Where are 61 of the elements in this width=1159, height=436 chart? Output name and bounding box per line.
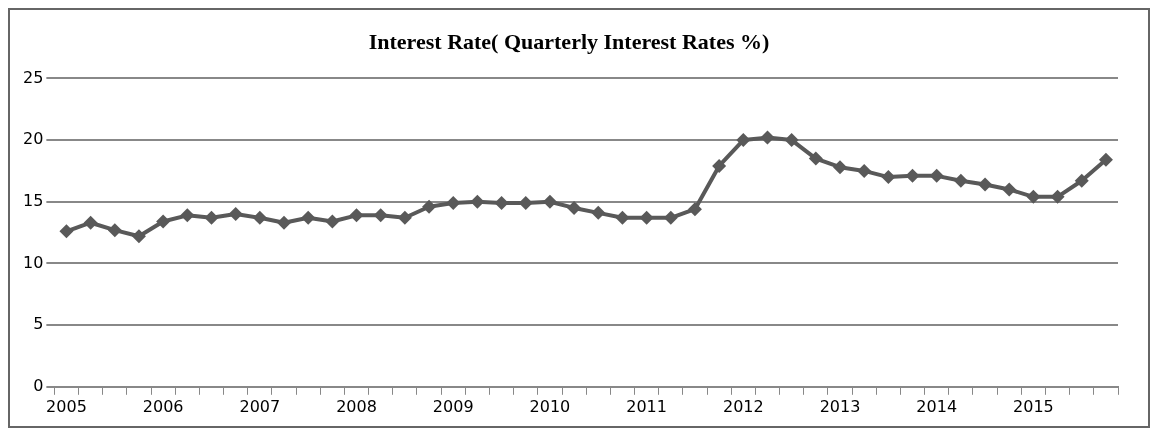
point	[1026, 189, 1041, 204]
point	[1002, 182, 1017, 197]
point	[397, 210, 412, 225]
point	[349, 208, 364, 223]
point	[107, 223, 122, 238]
point	[83, 215, 98, 230]
point	[615, 210, 630, 225]
point	[204, 210, 219, 225]
point	[301, 210, 316, 225]
point	[252, 210, 267, 225]
x-tick-label: 2008	[336, 396, 377, 416]
point	[591, 205, 606, 220]
y-tick-label: 25	[23, 67, 44, 87]
point	[542, 194, 557, 209]
x-tick-label: 2011	[626, 396, 667, 416]
point	[663, 210, 678, 225]
point	[567, 200, 582, 215]
point	[978, 177, 993, 192]
point	[639, 210, 654, 225]
x-tick-label: 2006	[142, 396, 184, 416]
x-tick-label: 2007	[239, 396, 281, 416]
y-tick-label: 5	[33, 314, 44, 334]
point	[422, 199, 437, 214]
point	[953, 173, 968, 188]
point	[784, 133, 799, 148]
point	[760, 130, 775, 145]
point	[905, 168, 920, 183]
y-tick-label: 15	[23, 190, 44, 210]
point	[712, 158, 727, 173]
point	[277, 215, 292, 230]
chart-title: Interest Rate( Quarterly Interest Rates %)	[368, 28, 770, 54]
point	[687, 202, 702, 217]
x-tick-label: 2015	[1013, 396, 1054, 416]
x-tick-label: 2005	[46, 396, 87, 416]
point	[446, 195, 461, 210]
point	[833, 160, 847, 175]
point	[156, 214, 171, 229]
point	[857, 163, 872, 178]
y-tick-label: 0	[33, 375, 44, 395]
point	[881, 170, 896, 185]
point	[325, 214, 340, 229]
point	[228, 207, 243, 222]
x-tick-label: 2010	[529, 396, 571, 416]
point	[1050, 189, 1065, 204]
point	[59, 224, 74, 239]
y-tick-label: 10	[23, 252, 44, 272]
point	[1098, 152, 1113, 167]
point	[470, 194, 485, 209]
point	[1074, 173, 1089, 188]
point	[736, 133, 751, 148]
y-tick-label: 20	[23, 129, 44, 149]
x-tick-label: 2009	[432, 396, 474, 416]
point	[808, 151, 823, 166]
point	[494, 195, 509, 210]
point	[180, 208, 195, 223]
point	[131, 229, 146, 244]
x-tick-label: 2013	[819, 396, 861, 416]
x-tick-label: 2014	[916, 396, 958, 416]
point	[373, 208, 388, 223]
x-tick-label: 2012	[722, 396, 764, 416]
point	[929, 168, 944, 183]
